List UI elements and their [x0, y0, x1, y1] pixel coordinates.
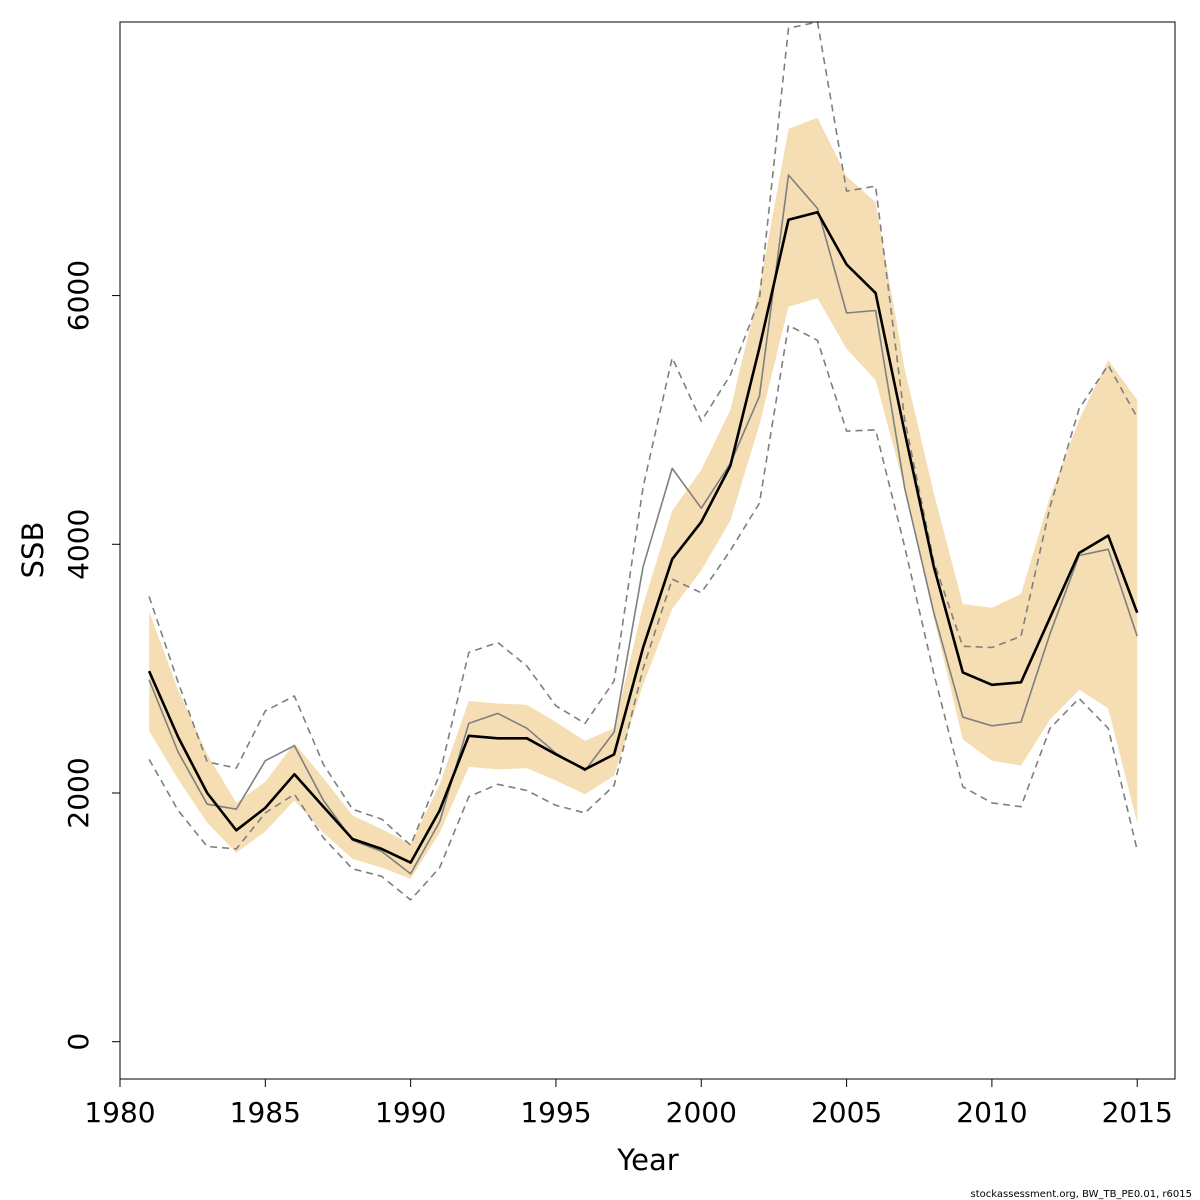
confidence-band-layer [149, 117, 1138, 879]
y-axis: 0 2000 4000 6000 [62, 260, 121, 1051]
x-tick-label: 1995 [520, 1096, 591, 1129]
x-axis-title: Year [616, 1143, 678, 1177]
confidence-band [149, 117, 1138, 879]
x-axis: 1980 1985 1990 1995 2000 2005 2010 2015 [84, 1078, 1173, 1129]
x-tick-label: 2015 [1102, 1096, 1173, 1129]
series-line-lower-dashed [148, 324, 1138, 901]
series-lines-layer [147, 21, 1139, 901]
y-tick-label: 6000 [62, 260, 95, 331]
footer-credit: stockassessment.org, BW_TB_PE0.01, r6015 [971, 1189, 1192, 1200]
x-tick-label: 2005 [811, 1096, 882, 1129]
series-line-upper-dashed [148, 21, 1138, 846]
y-tick-label: 0 [62, 1033, 95, 1051]
series-line-alternative [148, 174, 1138, 875]
x-tick-label: 2010 [956, 1096, 1027, 1129]
y-tick-label: 2000 [62, 757, 95, 828]
x-tick-label: 1985 [230, 1096, 301, 1129]
y-tick-label: 4000 [62, 509, 95, 580]
series-line-estimate [147, 211, 1139, 864]
x-tick-label: 2000 [666, 1096, 737, 1129]
x-tick-label: 1990 [375, 1096, 446, 1129]
x-tick-label: 1980 [84, 1096, 155, 1129]
y-axis-title: SSB [16, 522, 50, 579]
